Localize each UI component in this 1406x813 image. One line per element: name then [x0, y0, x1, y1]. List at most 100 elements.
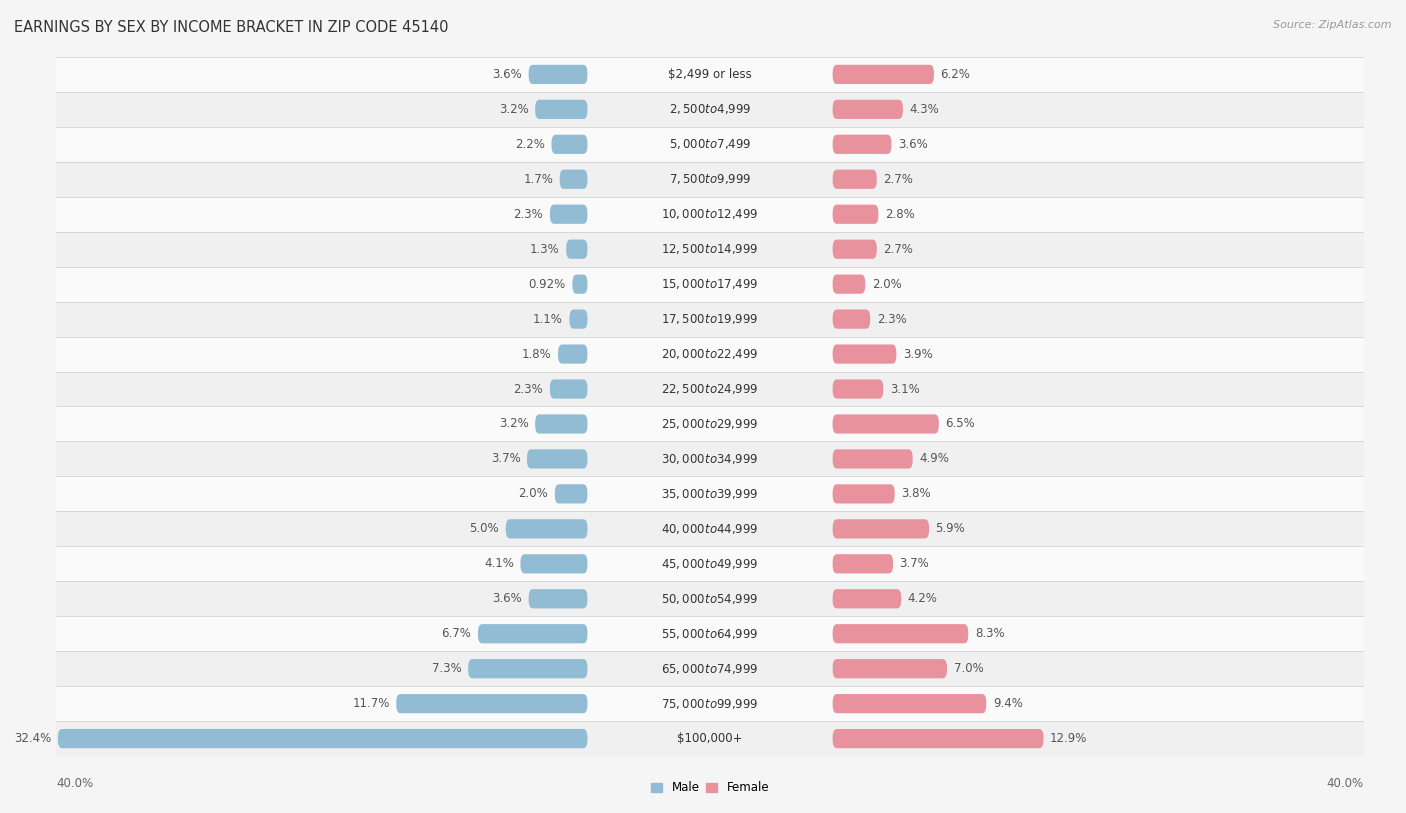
FancyBboxPatch shape	[551, 135, 588, 154]
Text: 6.5%: 6.5%	[945, 418, 976, 430]
Text: 3.6%: 3.6%	[492, 593, 522, 605]
FancyBboxPatch shape	[569, 310, 588, 328]
Bar	[56, 57, 1364, 92]
Text: $65,000 to $74,999: $65,000 to $74,999	[661, 662, 759, 676]
Bar	[56, 197, 1364, 232]
Text: 2.3%: 2.3%	[513, 383, 543, 395]
Text: 40.0%: 40.0%	[56, 777, 93, 790]
Text: 6.2%: 6.2%	[941, 68, 970, 80]
Text: EARNINGS BY SEX BY INCOME BRACKET IN ZIP CODE 45140: EARNINGS BY SEX BY INCOME BRACKET IN ZIP…	[14, 20, 449, 35]
FancyBboxPatch shape	[58, 729, 588, 748]
FancyBboxPatch shape	[832, 729, 1043, 748]
FancyBboxPatch shape	[832, 554, 893, 573]
FancyBboxPatch shape	[560, 170, 588, 189]
Text: 3.6%: 3.6%	[492, 68, 522, 80]
Text: $15,000 to $17,499: $15,000 to $17,499	[661, 277, 759, 291]
FancyBboxPatch shape	[832, 485, 894, 503]
FancyBboxPatch shape	[550, 380, 588, 398]
Bar	[56, 511, 1364, 546]
Text: $10,000 to $12,499: $10,000 to $12,499	[661, 207, 759, 221]
Bar	[56, 372, 1364, 406]
FancyBboxPatch shape	[832, 100, 903, 119]
Text: $75,000 to $99,999: $75,000 to $99,999	[661, 697, 759, 711]
FancyBboxPatch shape	[555, 485, 588, 503]
FancyBboxPatch shape	[558, 345, 588, 363]
Text: 12.9%: 12.9%	[1050, 733, 1087, 745]
Text: $5,000 to $7,499: $5,000 to $7,499	[669, 137, 751, 151]
Bar	[56, 546, 1364, 581]
Text: $2,499 or less: $2,499 or less	[668, 68, 752, 80]
Text: $12,500 to $14,999: $12,500 to $14,999	[661, 242, 759, 256]
FancyBboxPatch shape	[520, 554, 588, 573]
Text: 2.3%: 2.3%	[513, 208, 543, 220]
Text: 0.92%: 0.92%	[529, 278, 565, 290]
FancyBboxPatch shape	[832, 135, 891, 154]
Text: $45,000 to $49,999: $45,000 to $49,999	[661, 557, 759, 571]
Text: $35,000 to $39,999: $35,000 to $39,999	[661, 487, 759, 501]
FancyBboxPatch shape	[396, 694, 588, 713]
Text: 5.9%: 5.9%	[935, 523, 966, 535]
Text: 4.1%: 4.1%	[484, 558, 515, 570]
Text: 1.7%: 1.7%	[523, 173, 553, 185]
FancyBboxPatch shape	[832, 589, 901, 608]
Text: 3.7%: 3.7%	[491, 453, 520, 465]
Bar	[56, 92, 1364, 127]
Text: $40,000 to $44,999: $40,000 to $44,999	[661, 522, 759, 536]
Text: 7.0%: 7.0%	[953, 663, 983, 675]
Text: 1.8%: 1.8%	[522, 348, 551, 360]
Bar	[56, 616, 1364, 651]
FancyBboxPatch shape	[468, 659, 588, 678]
Text: $2,500 to $4,999: $2,500 to $4,999	[669, 102, 751, 116]
Text: 2.8%: 2.8%	[884, 208, 915, 220]
Text: 3.1%: 3.1%	[890, 383, 920, 395]
Bar	[56, 581, 1364, 616]
Text: 6.7%: 6.7%	[441, 628, 471, 640]
Text: 4.9%: 4.9%	[920, 453, 949, 465]
Text: 5.0%: 5.0%	[470, 523, 499, 535]
Bar	[56, 127, 1364, 162]
Text: 2.2%: 2.2%	[515, 138, 546, 150]
FancyBboxPatch shape	[832, 240, 877, 259]
FancyBboxPatch shape	[536, 100, 588, 119]
Text: 11.7%: 11.7%	[353, 698, 389, 710]
FancyBboxPatch shape	[832, 450, 912, 468]
Bar	[56, 337, 1364, 372]
Text: 32.4%: 32.4%	[14, 733, 52, 745]
Text: $7,500 to $9,999: $7,500 to $9,999	[669, 172, 751, 186]
Text: $22,500 to $24,999: $22,500 to $24,999	[661, 382, 759, 396]
FancyBboxPatch shape	[550, 205, 588, 224]
FancyBboxPatch shape	[832, 694, 986, 713]
Text: 1.1%: 1.1%	[533, 313, 562, 325]
FancyBboxPatch shape	[832, 205, 879, 224]
FancyBboxPatch shape	[529, 589, 588, 608]
Bar	[56, 406, 1364, 441]
FancyBboxPatch shape	[832, 624, 969, 643]
FancyBboxPatch shape	[832, 415, 939, 433]
Text: 3.6%: 3.6%	[898, 138, 928, 150]
Text: $25,000 to $29,999: $25,000 to $29,999	[661, 417, 759, 431]
Text: 2.7%: 2.7%	[883, 243, 912, 255]
Text: 2.0%: 2.0%	[872, 278, 901, 290]
FancyBboxPatch shape	[832, 659, 948, 678]
Text: 2.0%: 2.0%	[519, 488, 548, 500]
Legend: Male, Female: Male, Female	[645, 776, 775, 799]
Bar	[56, 476, 1364, 511]
Bar	[56, 441, 1364, 476]
Text: 2.7%: 2.7%	[883, 173, 912, 185]
Bar	[56, 302, 1364, 337]
FancyBboxPatch shape	[832, 275, 865, 293]
Text: Source: ZipAtlas.com: Source: ZipAtlas.com	[1274, 20, 1392, 30]
Text: 9.4%: 9.4%	[993, 698, 1022, 710]
Text: 4.3%: 4.3%	[910, 103, 939, 115]
Text: $20,000 to $22,499: $20,000 to $22,499	[661, 347, 759, 361]
Text: 3.7%: 3.7%	[900, 558, 929, 570]
Text: 3.8%: 3.8%	[901, 488, 931, 500]
Bar	[56, 162, 1364, 197]
Bar	[56, 721, 1364, 756]
FancyBboxPatch shape	[567, 240, 588, 259]
FancyBboxPatch shape	[832, 310, 870, 328]
Text: $17,500 to $19,999: $17,500 to $19,999	[661, 312, 759, 326]
Bar	[56, 267, 1364, 302]
FancyBboxPatch shape	[832, 65, 934, 84]
Text: $30,000 to $34,999: $30,000 to $34,999	[661, 452, 759, 466]
